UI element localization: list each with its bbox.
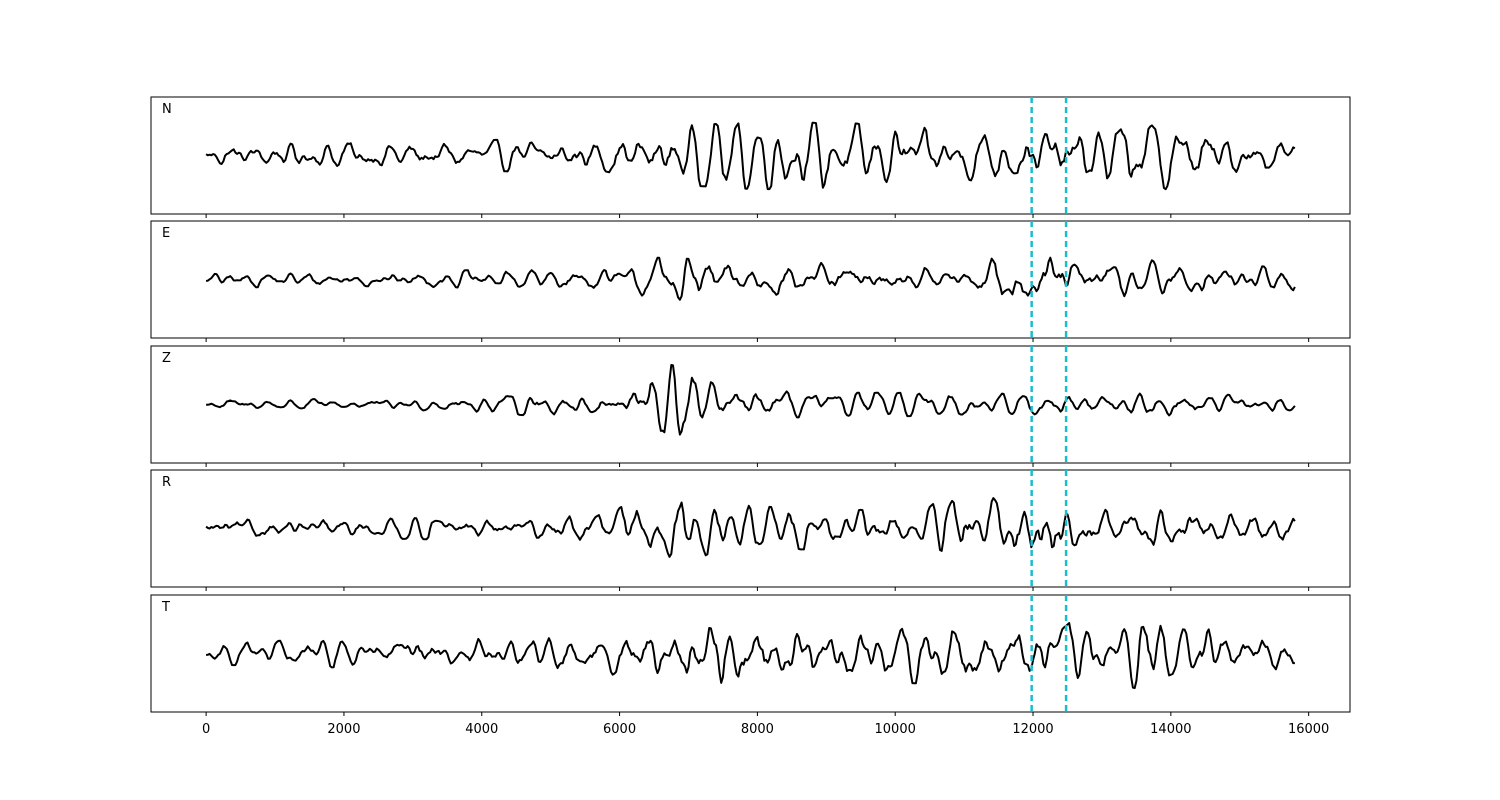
- panel-n: N: [150, 96, 1351, 218]
- x-tick-label: 8000: [741, 722, 774, 737]
- panel-z: Z: [150, 345, 1351, 467]
- panel-label: Z: [162, 351, 171, 366]
- panel-label: N: [162, 102, 172, 117]
- panel-r: R: [150, 469, 1351, 591]
- panel-label: T: [161, 600, 170, 615]
- panel-frame: [150, 594, 1351, 713]
- panel-frame: [150, 469, 1351, 588]
- trace-panels: N E Z R T: [150, 96, 1351, 716]
- waveform-trace: [205, 256, 1296, 301]
- panel-e: E: [150, 220, 1351, 342]
- x-tick-label: 16000: [1288, 722, 1329, 737]
- panel-frame: [150, 345, 1351, 464]
- x-tick-label: 12000: [1012, 722, 1053, 737]
- x-tick-label: 6000: [603, 722, 636, 737]
- x-axis: 0 2000 4000 6000 8000 10000 12000 14000 16000: [202, 722, 1329, 737]
- x-tick-label: 0: [202, 722, 210, 737]
- x-tick-label: 4000: [465, 722, 498, 737]
- panel-label: E: [162, 226, 170, 241]
- panel-t: T: [150, 594, 1351, 716]
- waveform-trace: [205, 497, 1296, 558]
- waveform-trace: [205, 364, 1296, 436]
- waveform-trace: [205, 622, 1295, 689]
- x-tick-label: 14000: [1150, 722, 1191, 737]
- panel-frame: [150, 96, 1351, 215]
- waveform-trace: [205, 121, 1296, 191]
- x-tick-label: 10000: [875, 722, 916, 737]
- panel-label: R: [162, 475, 171, 490]
- x-tick-label: 2000: [327, 722, 360, 737]
- panel-frame: [150, 220, 1351, 339]
